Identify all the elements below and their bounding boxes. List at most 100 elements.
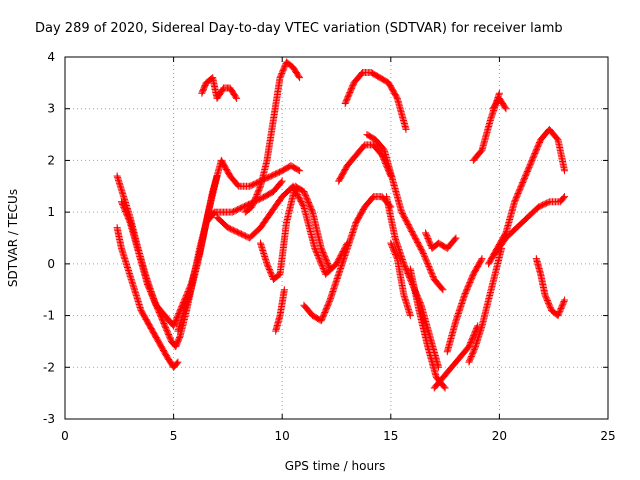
data-point	[126, 217, 134, 225]
data-point	[312, 247, 320, 255]
data-point	[317, 259, 325, 267]
series-track-5	[198, 74, 241, 102]
data-point	[427, 268, 435, 276]
data-point	[316, 256, 324, 264]
series-track-16	[387, 239, 414, 320]
y-tick-label: 3	[47, 102, 55, 116]
data-point	[544, 198, 552, 206]
data-point	[451, 235, 459, 243]
data-point	[441, 384, 449, 392]
tick-labels: 0 5 10 15 20 25 -3 -2 -1 0 1 2 3 4	[43, 50, 616, 443]
data-point	[320, 266, 328, 274]
plot-frame	[64, 56, 609, 420]
data-point	[311, 244, 319, 252]
y-axis-label: SDTVAR / TECUs	[6, 189, 20, 287]
x-tick-label: 15	[383, 429, 398, 443]
data-point	[319, 263, 327, 271]
data-point	[313, 250, 321, 258]
data-point	[315, 254, 323, 262]
y-tick-label: 2	[47, 153, 55, 167]
data-point	[425, 262, 433, 270]
data-point	[424, 261, 432, 269]
data-point	[428, 271, 436, 279]
data-point	[326, 265, 334, 273]
y-tick-label: -2	[43, 360, 55, 374]
series-track-6	[204, 177, 286, 221]
y-tick-label: -3	[43, 412, 55, 426]
data-point	[560, 297, 568, 305]
data-point	[427, 267, 435, 275]
data-point	[402, 125, 410, 133]
x-tick-label: 0	[61, 429, 69, 443]
x-axis-label: GPS time / hours	[285, 459, 386, 473]
data-point	[325, 264, 333, 272]
data-point	[423, 258, 431, 266]
data-point	[452, 234, 460, 242]
data-point	[422, 257, 430, 265]
data-point	[295, 72, 303, 80]
data-point	[299, 202, 307, 210]
series-track-10	[272, 286, 288, 335]
data-point	[294, 166, 302, 174]
data-point	[296, 167, 304, 175]
x-tick-label: 10	[275, 429, 290, 443]
data-point	[232, 93, 240, 101]
data-point	[308, 207, 316, 215]
data-point	[429, 272, 437, 280]
data-point	[419, 250, 427, 258]
data-point	[560, 194, 568, 202]
data-point	[277, 178, 285, 186]
x-tick-label: 5	[170, 429, 178, 443]
data-point	[425, 264, 433, 272]
data-point	[424, 260, 432, 268]
data-point	[428, 270, 436, 278]
data-point	[313, 249, 321, 257]
data-point	[280, 286, 288, 294]
series-track-13	[341, 69, 410, 133]
y-tick-label: 0	[47, 257, 55, 271]
series-track-26	[532, 255, 569, 320]
series-track-24	[485, 125, 569, 268]
x-tick-label: 25	[600, 429, 615, 443]
data-point	[440, 383, 448, 391]
data-point	[278, 177, 286, 185]
series-track-8	[241, 58, 304, 216]
series-track-25	[491, 193, 569, 258]
data-points	[113, 58, 569, 392]
series-track-19	[430, 322, 482, 392]
data-point	[421, 254, 429, 262]
data-point	[317, 260, 325, 268]
data-point	[502, 105, 510, 113]
series-track-2	[113, 224, 182, 371]
data-point	[420, 251, 428, 259]
chart-title: Day 289 of 2020, Sidereal Day-to-day VTE…	[35, 21, 563, 36]
data-point	[477, 256, 485, 264]
data-point	[319, 264, 327, 272]
data-point	[421, 252, 429, 260]
series-track-18	[422, 229, 460, 252]
series-track-9	[256, 182, 334, 283]
series-track-20	[443, 255, 486, 356]
series-track-14	[363, 131, 447, 294]
data-point	[393, 253, 401, 261]
data-point	[316, 257, 324, 265]
data-point	[478, 255, 486, 263]
series-track-23	[489, 94, 510, 113]
y-tick-label: -1	[43, 309, 55, 323]
data-point	[471, 344, 479, 352]
series-track-17	[406, 265, 449, 392]
x-tick-label: 20	[492, 429, 507, 443]
data-point	[439, 286, 447, 294]
series-track-21	[465, 244, 506, 366]
y-tick-label: 1	[47, 205, 55, 219]
data-point	[173, 359, 181, 367]
data-point	[314, 252, 322, 260]
data-point	[256, 184, 264, 192]
data-point	[561, 167, 569, 175]
data-point	[174, 358, 182, 366]
data-point	[561, 296, 569, 304]
data-point	[296, 74, 304, 82]
data-point	[422, 255, 430, 263]
data-point	[233, 94, 241, 102]
